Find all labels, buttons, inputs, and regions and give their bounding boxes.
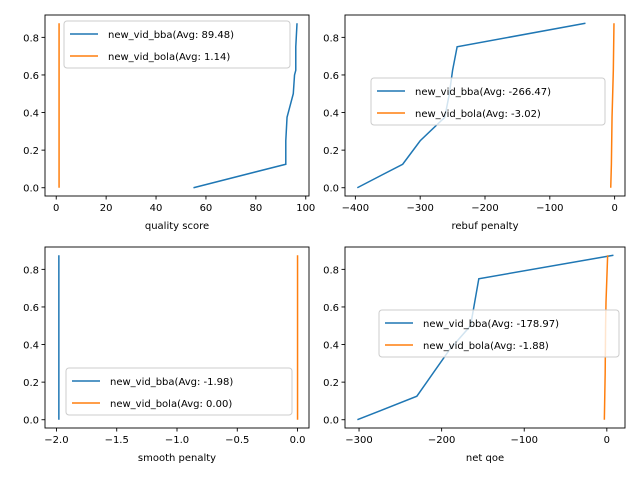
y-tick-label: 0.8 <box>323 265 339 276</box>
x-tick-label: −300 <box>345 435 372 446</box>
x-tick-label: −100 <box>536 203 563 214</box>
subplot-4: 0.0 0.2 0.4 0.6 0.8 −300 −200 −100 0 net qoe new_v… <box>323 246 626 464</box>
x-tick-label: 0.0 <box>290 435 306 446</box>
x-tick-label: −400 <box>342 203 369 214</box>
legend-label: new_vid_bola(Avg: -1.88) <box>423 341 549 352</box>
x-tick-label: 0 <box>604 435 610 446</box>
series-lines <box>58 255 299 420</box>
legend-label: new_vid_bola(Avg: 0.00) <box>110 399 232 410</box>
x-tick-label: 20 <box>100 203 113 214</box>
y-tick-label: 0.0 <box>23 416 39 427</box>
subplot-2: 0.0 0.2 0.4 0.6 0.8 −400 −300 −200 −100 0 rebuf pe… <box>323 14 626 232</box>
y-tick-label: 0.8 <box>23 265 39 276</box>
series-line-bba <box>193 23 298 189</box>
subplot-3: 0.0 0.2 0.4 0.6 0.8 −2.0 −1.5 −1.0 −0.5 0.0 smooth… <box>23 246 310 464</box>
legend: new_vid_bba(Avg: -178.97) new_vid_bola(Av… <box>378 309 620 358</box>
y-tick-label: 0.6 <box>323 71 339 82</box>
y-tick-label: 0.2 <box>323 146 339 157</box>
legend-box <box>378 309 620 358</box>
legend-label: new_vid_bola(Avg: -3.02) <box>415 109 541 120</box>
x-tick-label: 0 <box>53 203 59 214</box>
x-tick-label: −300 <box>406 203 433 214</box>
x-axis-label: quality score <box>145 221 209 232</box>
legend-box <box>65 367 293 416</box>
y-tick-label: 0.0 <box>23 184 39 195</box>
axes-frame <box>44 14 310 197</box>
x-tick-label: 60 <box>200 203 213 214</box>
x-tick-label: −1.5 <box>105 435 129 446</box>
x-tick-label: 100 <box>296 203 315 214</box>
y-tick-label: 0.0 <box>323 416 339 427</box>
y-tick-label: 0.4 <box>323 109 339 120</box>
x-axis-label: rebuf penalty <box>451 221 518 232</box>
y-tick-label: 0.4 <box>23 341 39 352</box>
legend-label: new_vid_bba(Avg: 89.48) <box>108 30 234 41</box>
legend-label: new_vid_bba(Avg: -266.47) <box>415 87 551 98</box>
legend-box <box>63 20 291 69</box>
y-tick-label: 0.6 <box>323 303 339 314</box>
x-tick-label: 80 <box>249 203 262 214</box>
legend: new_vid_bba(Avg: 89.48) new_vid_bola(Avg:… <box>63 20 291 69</box>
x-tick-label: 0 <box>611 203 617 214</box>
series-lines <box>58 23 298 189</box>
legend: new_vid_bba(Avg: -266.47) new_vid_bola(Av… <box>370 77 606 126</box>
x-tick-label: 40 <box>150 203 163 214</box>
x-axis-label: net qoe <box>466 453 504 464</box>
y-tick-label: 0.2 <box>23 378 39 389</box>
x-tick-label: −200 <box>428 435 455 446</box>
y-tick-label: 0.2 <box>23 146 39 157</box>
legend-label: new_vid_bola(Avg: 1.14) <box>108 52 230 63</box>
y-tick-label: 0.4 <box>23 109 39 120</box>
x-tick-label: −1.0 <box>165 435 189 446</box>
series-line-bola <box>609 23 615 188</box>
y-tick-label: 0.0 <box>323 184 339 195</box>
y-tick-label: 0.6 <box>23 71 39 82</box>
x-tick-label: −100 <box>510 435 537 446</box>
legend-label: new_vid_bba(Avg: -1.98) <box>110 377 233 388</box>
x-tick-label: −200 <box>471 203 498 214</box>
y-tick-label: 0.4 <box>323 341 339 352</box>
y-tick-label: 0.8 <box>323 33 339 44</box>
x-tick-label: −0.5 <box>225 435 249 446</box>
legend: new_vid_bba(Avg: -1.98) new_vid_bola(Avg:… <box>65 367 293 416</box>
y-tick-label: 0.2 <box>323 378 339 389</box>
legend-box <box>370 77 606 126</box>
subplot-1: 0.0 0.2 0.4 0.6 0.8 0 20 40 60 80 100 quality score… <box>23 14 315 232</box>
y-tick-label: 0.6 <box>23 303 39 314</box>
x-tick-label: −2.0 <box>44 435 68 446</box>
x-axis-label: smooth penalty <box>138 453 216 464</box>
y-tick-label: 0.8 <box>23 33 39 44</box>
legend-label: new_vid_bba(Avg: -178.97) <box>423 319 559 330</box>
axes-frame <box>344 246 626 429</box>
